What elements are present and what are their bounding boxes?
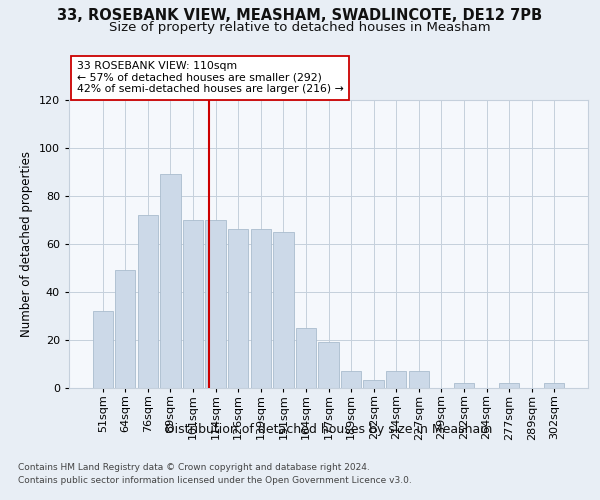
Text: Size of property relative to detached houses in Measham: Size of property relative to detached ho…	[109, 21, 491, 34]
Text: Contains public sector information licensed under the Open Government Licence v3: Contains public sector information licen…	[18, 476, 412, 485]
Text: Contains HM Land Registry data © Crown copyright and database right 2024.: Contains HM Land Registry data © Crown c…	[18, 462, 370, 471]
Bar	[409, 370, 429, 388]
Bar	[115, 270, 136, 388]
Bar	[544, 382, 565, 388]
Bar	[341, 370, 361, 388]
Text: 33, ROSEBANK VIEW, MEASHAM, SWADLINCOTE, DE12 7PB: 33, ROSEBANK VIEW, MEASHAM, SWADLINCOTE,…	[58, 8, 542, 22]
Bar	[296, 328, 316, 388]
Bar	[138, 215, 158, 388]
Bar	[499, 382, 519, 388]
Bar	[454, 382, 474, 388]
Bar	[319, 342, 338, 388]
Bar	[273, 232, 293, 388]
Bar	[386, 370, 406, 388]
Bar	[228, 230, 248, 388]
Bar	[183, 220, 203, 388]
Bar	[205, 220, 226, 388]
Bar	[251, 230, 271, 388]
Bar	[364, 380, 384, 388]
Text: Distribution of detached houses by size in Measham: Distribution of detached houses by size …	[165, 422, 493, 436]
Text: 33 ROSEBANK VIEW: 110sqm
← 57% of detached houses are smaller (292)
42% of semi-: 33 ROSEBANK VIEW: 110sqm ← 57% of detach…	[77, 61, 344, 94]
Bar	[92, 311, 113, 388]
Bar	[160, 174, 181, 388]
Y-axis label: Number of detached properties: Number of detached properties	[20, 151, 33, 337]
